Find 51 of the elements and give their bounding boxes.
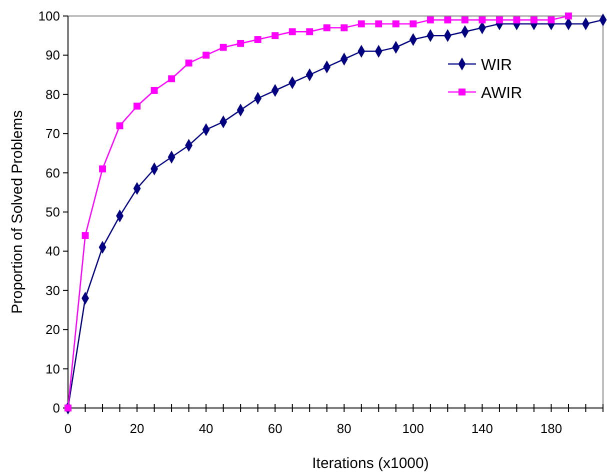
point — [426, 16, 434, 24]
y-tick-label: 40 — [46, 244, 60, 259]
point — [220, 44, 227, 51]
point — [375, 20, 382, 28]
y-tick-label: 100 — [38, 8, 60, 24]
point — [565, 12, 572, 20]
x-tick-label: 0 — [64, 421, 72, 436]
point — [358, 20, 365, 28]
y-tick-label: 30 — [46, 282, 60, 298]
point — [410, 20, 417, 28]
x-tick-label: 100 — [402, 421, 424, 436]
point — [323, 24, 330, 32]
x-tick-label: 140 — [471, 421, 494, 436]
point — [168, 75, 176, 82]
legend-label: AWIR — [481, 85, 522, 102]
y-tick-label: 60 — [46, 165, 60, 180]
point — [340, 24, 348, 32]
point — [237, 40, 244, 47]
point — [202, 52, 210, 59]
y-tick-label: 10 — [46, 361, 60, 376]
x-tick-label: 80 — [336, 421, 352, 436]
x-tick-label: 180 — [540, 421, 562, 436]
x-axis-title: Iterations (x1000) — [312, 455, 429, 472]
point — [272, 32, 279, 40]
y-tick-label: 50 — [46, 204, 60, 220]
point — [150, 87, 158, 94]
point — [99, 165, 106, 172]
y-tick-label: 90 — [46, 48, 60, 63]
point — [185, 60, 192, 67]
y-tick-label: 80 — [46, 86, 60, 102]
legend-label: WIR — [481, 57, 512, 74]
y-tick-label: 0 — [52, 400, 60, 416]
x-tick-label: 60 — [268, 421, 282, 436]
point — [513, 16, 520, 24]
x-tick-label: 20 — [130, 421, 144, 436]
point — [82, 232, 89, 239]
x-tick-label: 40 — [198, 421, 214, 436]
point — [530, 16, 538, 24]
point — [478, 16, 486, 24]
point — [548, 16, 555, 24]
point — [288, 28, 296, 36]
y-tick-label: 20 — [46, 322, 60, 338]
y-tick-label: 70 — [46, 126, 60, 142]
point — [134, 102, 140, 110]
y-axis-title: Proportion of Solved Problems — [9, 110, 26, 314]
point — [306, 28, 314, 36]
point — [254, 36, 262, 43]
point — [444, 16, 452, 24]
point — [496, 16, 503, 24]
point — [392, 20, 400, 28]
point — [461, 16, 468, 24]
